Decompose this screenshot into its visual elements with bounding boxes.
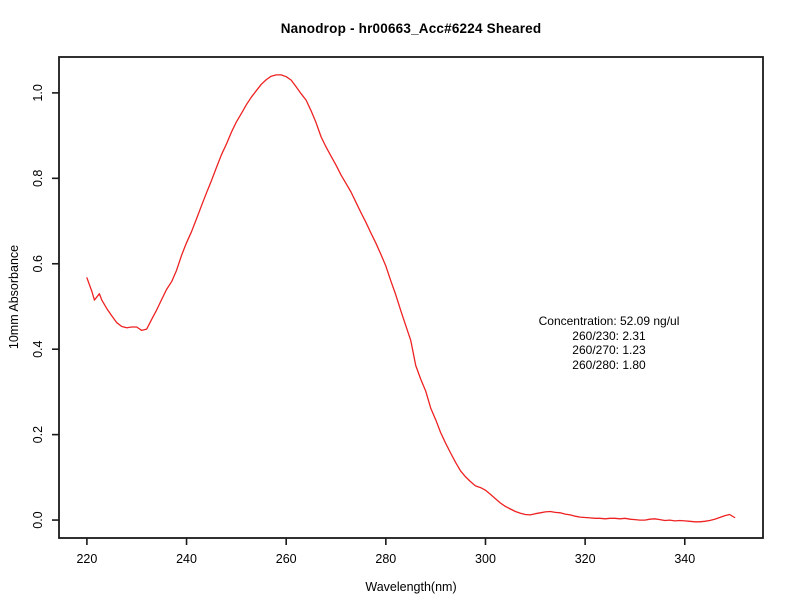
x-tick-label: 340 (674, 552, 695, 566)
y-tick-label: 0.0 (31, 511, 45, 528)
x-tick-label: 300 (475, 552, 496, 566)
y-tick-label: 0.6 (31, 255, 45, 272)
concentration-value: Concentration: 52.09 ng/ul (538, 314, 680, 328)
x-tick-label: 320 (575, 552, 596, 566)
y-tick-label: 0.2 (31, 426, 45, 443)
y-tick-label: 0.4 (31, 340, 45, 357)
x-tick-label: 220 (76, 552, 97, 566)
x-tick-label: 240 (176, 552, 197, 566)
x-axis-label: Wavelength(nm) (365, 580, 457, 594)
x-tick-label: 260 (276, 552, 297, 566)
ratio-260-280: 260/280: 1.80 (572, 358, 646, 373)
y-tick-label: 0.8 (31, 170, 45, 187)
ratio-260-270: 260/270: 1.23 (572, 343, 646, 358)
x-tick-label: 280 (375, 552, 396, 566)
chart-title: Nanodrop - hr00663_Acc#6224 Sheared (280, 21, 542, 36)
y-tick-label: 1.0 (31, 84, 45, 101)
measurement-annotation: Concentration: 52.09 ng/ul 260/230: 2.31… (499, 314, 719, 373)
plot-box (58, 56, 764, 539)
spectrum-curve (86, 74, 736, 523)
ratio-260-230: 260/230: 2.31 (572, 328, 646, 343)
